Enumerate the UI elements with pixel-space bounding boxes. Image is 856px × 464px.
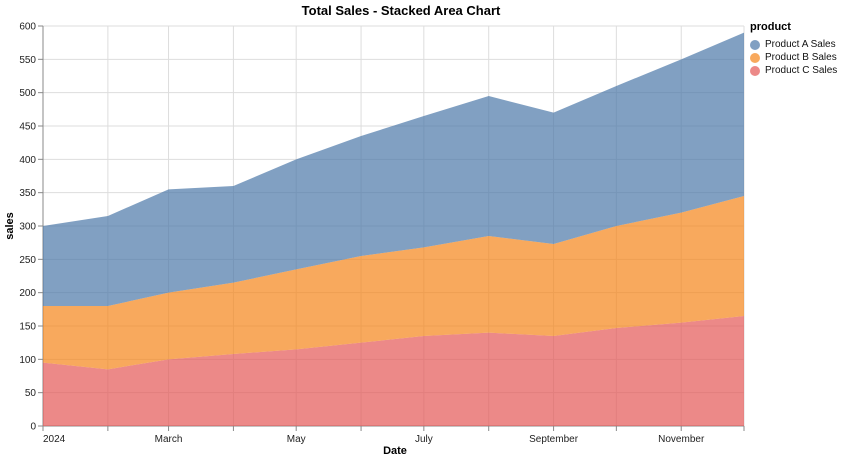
y-tick-label: 550 [19, 55, 36, 66]
legend-swatch-product-b-icon [750, 52, 760, 63]
x-tick-label: May [287, 434, 306, 445]
y-tick-label: 150 [19, 322, 36, 333]
legend-swatch-product-c-icon [750, 65, 760, 76]
legend-label-product-a: Product A Sales [765, 39, 836, 50]
x-tick-label: September [529, 434, 579, 445]
chart-title: Total Sales - Stacked Area Chart [301, 3, 501, 18]
legend-swatch-product-a-icon [750, 39, 760, 50]
area-product-b-sales [43, 196, 744, 370]
legend-label-product-b: Product B Sales [765, 52, 837, 63]
legend-item-product-b: Product B Sales [750, 51, 837, 64]
y-tick-label: 200 [19, 288, 36, 299]
x-tick-label: March [155, 434, 183, 445]
y-tick-label: 250 [19, 255, 36, 266]
y-tick-label: 350 [19, 188, 36, 199]
y-tick-label: 0 [30, 422, 36, 433]
y-tick-label: 100 [19, 355, 36, 366]
y-tick-label: 500 [19, 88, 36, 99]
area-product-c-sales [43, 316, 744, 426]
y-axis-title: sales [4, 212, 16, 240]
y-tick-label: 50 [25, 388, 37, 399]
x-axis-title: Date [383, 445, 407, 457]
legend-label-product-c: Product C Sales [765, 65, 838, 76]
y-tick-label: 450 [19, 122, 36, 133]
y-tick-label: 300 [19, 222, 36, 233]
x-tick-label: July [415, 434, 433, 445]
x-tick-label: November [658, 434, 705, 445]
area-product-a-sales [43, 32, 744, 307]
y-tick-label: 600 [19, 22, 36, 33]
legend-item-product-a: Product A Sales [750, 38, 837, 51]
legend: product Product A Sales Product B Sales … [750, 21, 837, 77]
legend-item-product-c: Product C Sales [750, 64, 837, 77]
x-tick-label: 2024 [43, 434, 66, 445]
legend-title: product [750, 21, 791, 33]
y-tick-label: 400 [19, 155, 36, 166]
